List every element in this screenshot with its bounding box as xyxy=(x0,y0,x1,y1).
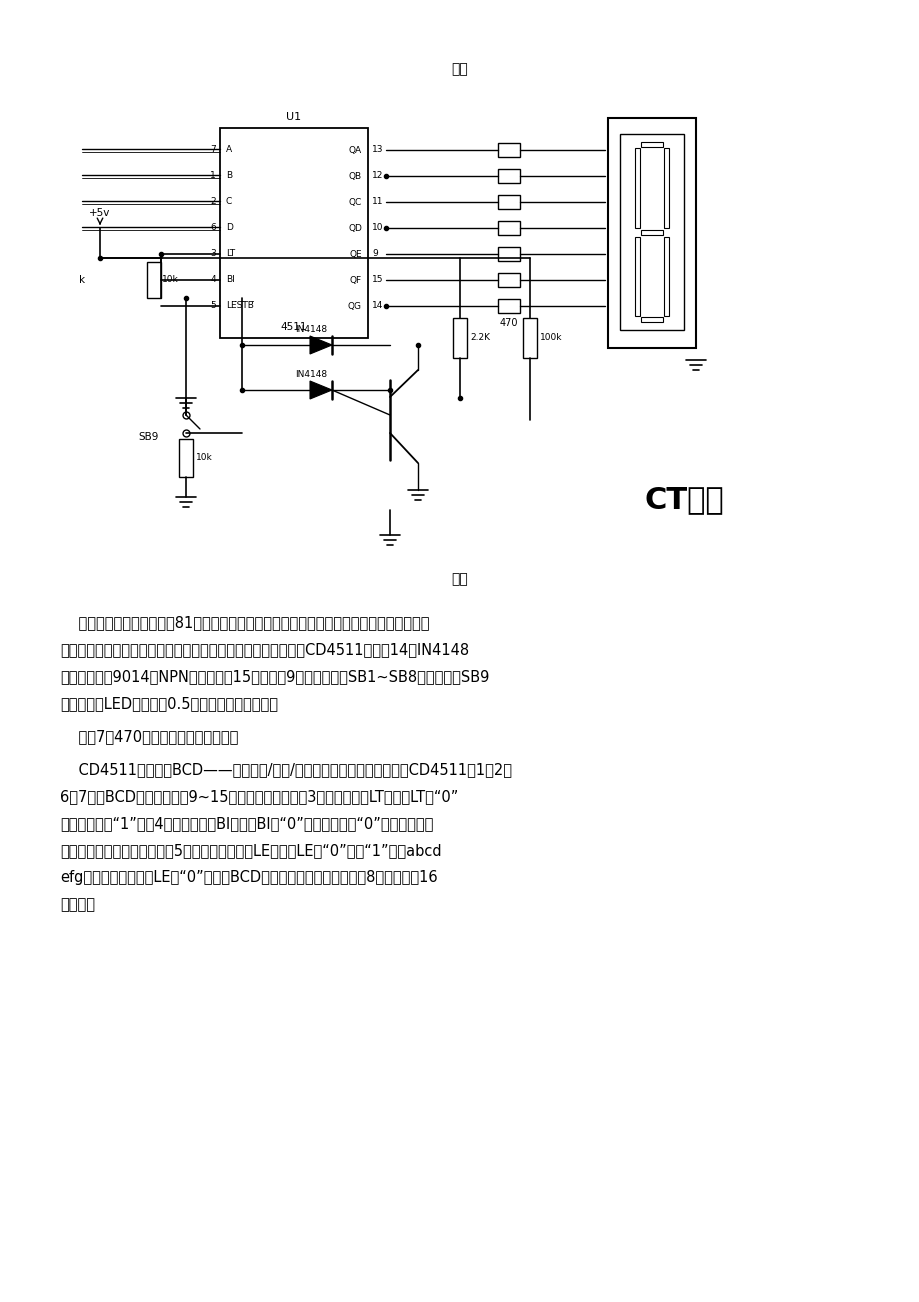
Text: 编码、优先、锁存、数显及复位等电路。所用的原件除集成电路CD4511，还朗14叺IN4148: 编码、优先、锁存、数显及复位等电路。所用的原件除集成电路CD4511，还朗14叺… xyxy=(60,642,469,658)
Bar xyxy=(641,142,663,147)
Text: LT: LT xyxy=(226,250,235,259)
Text: 6、7脚为BCD码输入端，第9~15脚为显示输出端。第3脚为测试端（LT），当LT为“0”: 6、7脚为BCD码输入端，第9~15脚为显示输出端。第3脚为测试端（LT），当L… xyxy=(60,789,458,805)
Text: 二极管，一只9014（NPN）三极管；15只电阱，9只按键开关，SB1~SB8为抜答键，SB9: 二极管，一只9014（NPN）三极管；15只电阱，9只按键开关，SB1~SB8为… xyxy=(60,669,489,684)
Text: 100k: 100k xyxy=(539,333,562,342)
Bar xyxy=(497,273,519,286)
Text: 2.2K: 2.2K xyxy=(470,333,490,342)
Bar xyxy=(497,195,519,210)
Bar xyxy=(634,148,640,228)
Text: k: k xyxy=(79,275,85,285)
Text: QC: QC xyxy=(348,198,361,207)
Text: IN4148: IN4148 xyxy=(295,370,327,379)
Bar xyxy=(641,229,663,234)
Polygon shape xyxy=(310,336,332,354)
Polygon shape xyxy=(310,381,332,398)
Bar xyxy=(220,128,368,339)
Text: C: C xyxy=(226,198,232,207)
Bar xyxy=(522,318,537,358)
Bar xyxy=(619,134,683,329)
Bar xyxy=(641,316,663,322)
Text: 时，输出全为“1”。第4脚为消隐端（BI），当BI为“0”时，输出全为“0”，显然此时还: 时，输出全为“1”。第4脚为消隐端（BI），当BI为“0”时，输出全为“0”，显… xyxy=(60,816,433,831)
Bar xyxy=(497,247,519,260)
Text: 为复位键，LED数码管为0.5英寸的共阴极数码管。: 为复位键，LED数码管为0.5英寸的共阴极数码管。 xyxy=(60,697,278,711)
Text: U1: U1 xyxy=(286,112,301,122)
Bar xyxy=(497,143,519,158)
Text: 6: 6 xyxy=(210,224,216,233)
Text: 4: 4 xyxy=(210,276,216,285)
Text: 5: 5 xyxy=(210,302,216,310)
Text: B: B xyxy=(226,172,232,181)
Text: 470: 470 xyxy=(499,318,517,328)
Text: 有可清除锁存器内的数値。第5脚为锁存允许端（LE），当LE由“0”变到“1”时，abcd: 有可清除锁存器内的数値。第5脚为锁存允许端（LE），当LE由“0”变到“1”时，… xyxy=(60,842,441,858)
Text: LE̅S̅T̅B̅: LE̅S̅T̅B̅ xyxy=(226,302,254,310)
Text: QD: QD xyxy=(347,224,361,233)
Bar xyxy=(607,118,696,348)
Text: 13: 13 xyxy=(371,146,383,155)
Text: 脚接电。: 脚接电。 xyxy=(60,897,95,911)
Bar xyxy=(497,221,519,234)
Text: 15: 15 xyxy=(371,276,383,285)
Text: 4511: 4511 xyxy=(280,322,307,332)
Text: 10: 10 xyxy=(371,224,383,233)
Bar xyxy=(497,169,519,184)
Text: 12: 12 xyxy=(371,172,383,181)
Text: 10k: 10k xyxy=(162,276,178,285)
Text: QB: QB xyxy=(348,172,361,181)
Bar xyxy=(497,299,519,312)
Text: 14: 14 xyxy=(371,302,383,310)
Text: 图二: 图二 xyxy=(451,62,468,76)
Text: SB9: SB9 xyxy=(138,432,158,441)
Text: 9: 9 xyxy=(371,250,378,259)
Text: efg七个输出端保持在LE为“0”时所加BCD码对应的数码显示状态。第8脚接地，第16: efg七个输出端保持在LE为“0”时所加BCD码对应的数码显示状态。第8脚接地，… xyxy=(60,870,437,885)
Text: 本制作是一个简易实用的81路数字显示抜答器，图一为该抜答器的核心部分，包括抜答、: 本制作是一个简易实用的81路数字显示抜答器，图一为该抜答器的核心部分，包括抜答、 xyxy=(60,615,429,630)
Bar xyxy=(452,318,467,358)
Text: 11: 11 xyxy=(371,198,383,207)
Text: 图三: 图三 xyxy=(451,572,468,586)
Text: 其中7只470欧姆的电阱为限流电阱；: 其中7只470欧姆的电阱为限流电阱； xyxy=(60,729,238,743)
Text: CT知道: CT知道 xyxy=(644,486,724,514)
Bar xyxy=(664,148,668,228)
Text: QF: QF xyxy=(349,276,361,285)
Text: QE: QE xyxy=(349,250,361,259)
Bar xyxy=(634,237,640,316)
Text: 2: 2 xyxy=(210,198,216,207)
Text: QA: QA xyxy=(348,146,361,155)
Bar xyxy=(147,262,161,298)
Text: 10k: 10k xyxy=(196,453,212,462)
Text: +5v: +5v xyxy=(89,208,110,217)
Text: D: D xyxy=(226,224,233,233)
Text: 3: 3 xyxy=(210,250,216,259)
Text: 7: 7 xyxy=(210,146,216,155)
Text: IN4148: IN4148 xyxy=(295,326,327,335)
Text: A: A xyxy=(226,146,232,155)
Text: CD4511是一块含BCD——七段锁存/译码/驱动电路于一体的集成电路；CD4511的1、2、: CD4511是一块含BCD——七段锁存/译码/驱动电路于一体的集成电路；CD45… xyxy=(60,762,512,777)
Text: BI: BI xyxy=(226,276,234,285)
Text: 1: 1 xyxy=(210,172,216,181)
Bar xyxy=(179,439,193,477)
Text: QG: QG xyxy=(347,302,361,310)
Bar xyxy=(664,237,668,316)
